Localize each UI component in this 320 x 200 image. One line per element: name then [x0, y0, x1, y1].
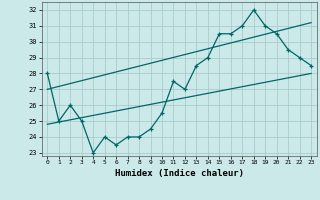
X-axis label: Humidex (Indice chaleur): Humidex (Indice chaleur)	[115, 169, 244, 178]
